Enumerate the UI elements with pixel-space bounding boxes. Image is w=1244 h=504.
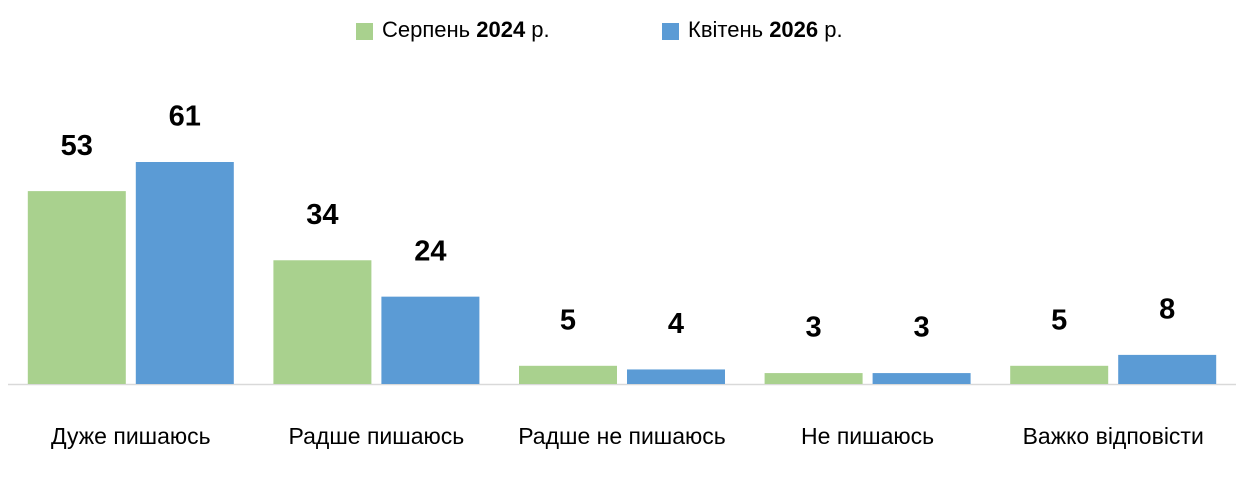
data-label: 24 — [414, 235, 446, 267]
data-label: 8 — [1159, 294, 1175, 326]
legend-swatch — [662, 23, 679, 40]
legend-swatch — [356, 23, 373, 40]
x-tick-label: Дуже пишаюсь — [51, 423, 211, 449]
legend-label: Квітень 2026 р. — [688, 17, 843, 42]
legend-label: Серпень 2024 р. — [382, 17, 550, 42]
bar — [872, 373, 971, 384]
x-tick-label: Важко відповісти — [1023, 423, 1204, 449]
data-label: 5 — [1051, 304, 1067, 336]
data-label: 53 — [61, 130, 93, 162]
data-label: 3 — [914, 312, 930, 344]
x-tick-label: Радше не пишаюсь — [518, 423, 726, 449]
x-tick-label: Радше пишаюсь — [289, 423, 465, 449]
x-tick-label: Не пишаюсь — [801, 423, 934, 449]
bar — [27, 191, 126, 384]
data-label: 4 — [668, 308, 684, 340]
data-label: 61 — [169, 101, 201, 133]
bar — [1010, 365, 1109, 384]
bar — [273, 260, 372, 384]
data-label: 3 — [806, 312, 822, 344]
bar — [135, 162, 234, 384]
bar — [1118, 354, 1217, 384]
bar — [381, 296, 480, 384]
bar — [519, 365, 617, 384]
data-label: 5 — [560, 304, 576, 336]
bar — [764, 373, 863, 384]
data-label: 34 — [306, 199, 338, 231]
bar — [627, 369, 725, 384]
